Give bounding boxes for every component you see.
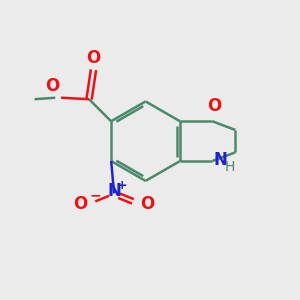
Text: O: O <box>45 77 60 95</box>
Text: −: − <box>89 188 101 203</box>
Text: O: O <box>74 195 88 213</box>
Text: O: O <box>207 97 221 115</box>
Text: O: O <box>86 49 100 67</box>
Text: N: N <box>214 151 228 169</box>
Text: +: + <box>117 179 128 192</box>
Text: N: N <box>107 182 121 200</box>
Text: H: H <box>225 160 235 174</box>
Text: O: O <box>141 195 155 213</box>
